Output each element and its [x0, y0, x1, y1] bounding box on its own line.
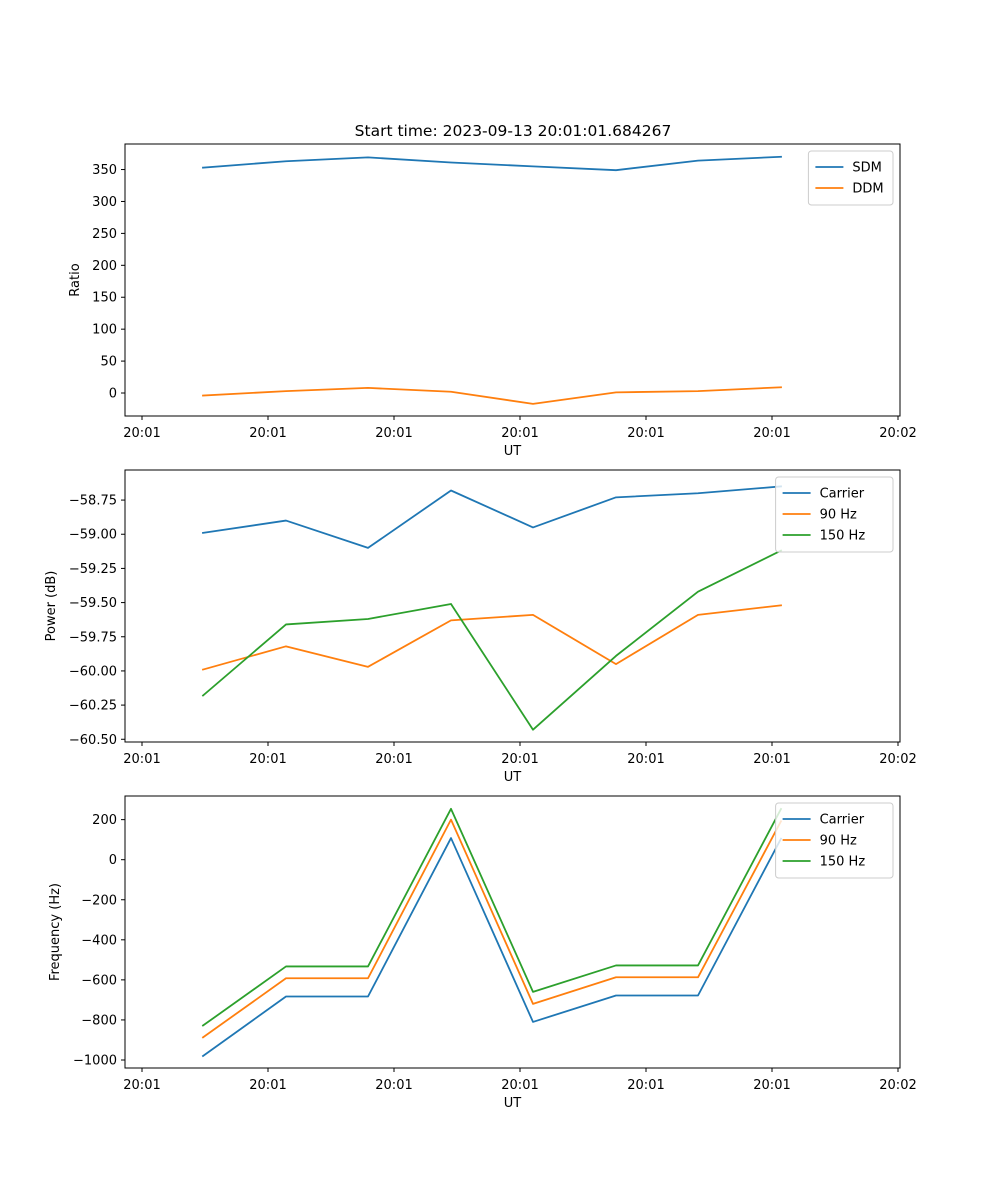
frequency-panel: 20:01 20:01 20:01 20:01 20:01 20:01 20:02 −1000…	[48, 795, 917, 1111]
legend-label: Carrier	[820, 487, 865, 502]
x-axis-label: UT	[504, 1096, 522, 1111]
x-tick-label: 20:02	[879, 1078, 916, 1093]
y-tick-label: 100	[92, 323, 117, 338]
x-tick-label: 20:01	[123, 752, 160, 767]
x-tick-label: 20:01	[249, 426, 286, 441]
x-tick-label: 20:02	[879, 426, 916, 441]
y-tick-label: −59.75	[69, 630, 117, 645]
x-axis-label: UT	[504, 770, 522, 785]
ratio-panel: 20:01 20:01 20:01 20:01 20:01 20:01 20:02 0 50 10…	[68, 143, 917, 459]
y-axis-label: Power (dB)	[44, 571, 59, 642]
legend-box	[775, 802, 894, 879]
legend-label: 90 Hz	[820, 508, 857, 523]
y-tick-label: 0	[109, 387, 117, 402]
x-tick-label: 20:01	[501, 752, 538, 767]
y-tick-label: −59.00	[69, 528, 117, 543]
y-tick-label: −1000	[73, 1053, 117, 1068]
legend-label: Carrier	[820, 813, 865, 828]
legend-label: DDM	[852, 182, 883, 197]
figure-title: Start time: 2023-09-13 20:01:01.684267	[355, 122, 672, 140]
legend: Carrier 90 Hz 150 Hz	[775, 802, 894, 879]
x-tick-label: 20:01	[627, 752, 664, 767]
y-tick-label: −60.25	[69, 699, 117, 714]
y-axis-label: Frequency (Hz)	[48, 883, 63, 981]
y-tick-label: −400	[81, 933, 117, 948]
series-line-sdm	[202, 155, 782, 172]
x-tick-label: 20:01	[753, 426, 790, 441]
x-tick-label: 20:01	[249, 752, 286, 767]
y-tick-label: −200	[81, 893, 117, 908]
legend-label: 150 Hz	[820, 529, 866, 544]
x-tick-label: 20:01	[123, 1078, 160, 1093]
y-tick-label: −800	[81, 1013, 117, 1028]
y-tick-label: −60.50	[69, 733, 117, 748]
y-tick-label: 0	[109, 853, 117, 868]
y-tick-label: −59.50	[69, 596, 117, 611]
y-tick-label: 200	[92, 813, 117, 828]
y-tick-label: −59.25	[69, 562, 117, 577]
x-axis-label: UT	[504, 444, 522, 459]
x-tick-label: 20:01	[753, 1078, 790, 1093]
legend-label: 150 Hz	[820, 855, 866, 870]
y-tick-label: 150	[92, 291, 117, 306]
y-tick-label: −600	[81, 973, 117, 988]
y-tick-label: 350	[92, 163, 117, 178]
legend: SDM DDM	[807, 150, 894, 206]
axes-frame	[124, 795, 901, 1069]
legend-label: 90 Hz	[820, 834, 857, 849]
series-line-150-hz	[201, 807, 783, 1027]
legend-box	[807, 150, 894, 206]
x-tick-label: 20:01	[249, 1078, 286, 1093]
axes-frame	[124, 469, 901, 743]
series-line-carrier	[201, 837, 783, 1058]
series-line-ddm	[202, 386, 782, 405]
y-tick-label: −58.75	[69, 494, 117, 509]
y-tick-label: 200	[92, 259, 117, 274]
x-tick-label: 20:02	[879, 752, 916, 767]
x-tick-label: 20:01	[123, 426, 160, 441]
x-tick-label: 20:01	[627, 1078, 664, 1093]
legend-box	[775, 476, 894, 553]
legend-label: SDM	[852, 161, 881, 176]
x-tick-label: 20:01	[375, 752, 412, 767]
x-tick-label: 20:01	[375, 1078, 412, 1093]
y-tick-label: −60.00	[69, 664, 117, 679]
series-line-carrier	[201, 485, 782, 549]
x-tick-label: 20:01	[501, 1078, 538, 1093]
series-line-150-hz	[201, 549, 783, 731]
power-panel: 20:01 20:01 20:01 20:01 20:01 20:01 20:02 −60.5…	[44, 469, 917, 785]
x-tick-label: 20:01	[627, 426, 664, 441]
y-tick-label: 50	[100, 355, 117, 370]
series-line-90-hz	[201, 818, 783, 1039]
y-tick-label: 250	[92, 227, 117, 242]
x-tick-label: 20:01	[375, 426, 412, 441]
y-tick-label: 300	[92, 195, 117, 210]
series-line-90-hz	[201, 604, 782, 671]
y-axis-label: Ratio	[68, 263, 83, 296]
x-tick-label: 20:01	[501, 426, 538, 441]
x-tick-label: 20:01	[753, 752, 790, 767]
legend: Carrier 90 Hz 150 Hz	[775, 476, 894, 553]
axes-frame	[124, 143, 901, 417]
